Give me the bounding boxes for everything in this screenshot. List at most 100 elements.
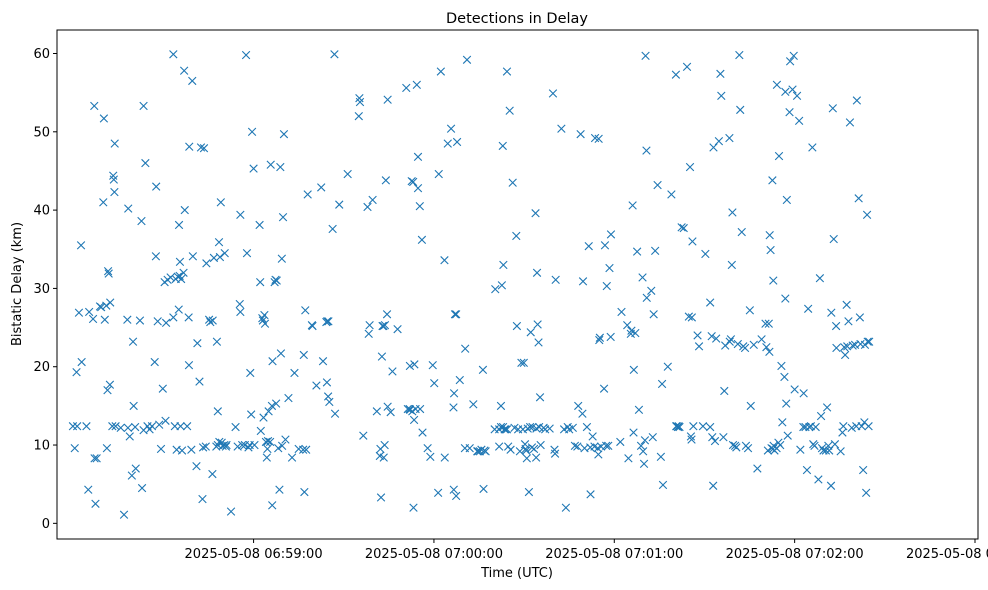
data-point <box>631 328 640 338</box>
data-point <box>263 436 273 446</box>
data-point <box>830 440 840 449</box>
data-point <box>728 208 737 217</box>
data-point <box>861 488 871 497</box>
data-points <box>68 50 874 519</box>
data-point <box>354 111 363 121</box>
data-point <box>130 422 140 432</box>
data-point <box>606 230 616 239</box>
data-point <box>606 332 615 342</box>
data-point <box>594 134 603 144</box>
data-point <box>70 443 79 453</box>
data-point <box>382 310 392 319</box>
data-point <box>123 423 133 432</box>
data-point <box>794 116 804 126</box>
data-point <box>478 365 488 375</box>
data-point <box>88 314 98 324</box>
data-point <box>380 440 389 450</box>
data-point <box>832 343 841 353</box>
data-point <box>380 321 390 330</box>
data-point <box>100 315 109 324</box>
data-point <box>365 321 374 330</box>
data-point <box>195 377 204 386</box>
data-point <box>177 446 187 455</box>
data-point <box>521 444 530 454</box>
data-point <box>811 422 820 432</box>
data-point <box>196 143 206 152</box>
data-point <box>216 198 226 207</box>
data-point <box>281 435 290 444</box>
data-point <box>732 443 741 452</box>
data-point <box>213 407 223 416</box>
data-point <box>679 223 688 233</box>
data-point <box>829 234 838 244</box>
x-tick-label: 2025-05-08 07:01:00 <box>545 547 683 562</box>
data-point <box>264 407 273 416</box>
data-point <box>450 310 460 319</box>
data-point <box>104 269 113 278</box>
data-point <box>188 76 197 86</box>
data-point <box>418 428 427 437</box>
data-point <box>653 180 662 190</box>
data-point <box>469 400 478 409</box>
data-point <box>573 442 582 451</box>
x-tick-label: 2025-05-08 06:59:00 <box>185 547 323 562</box>
data-point <box>449 403 458 412</box>
data-point <box>156 444 166 454</box>
data-point <box>244 443 253 452</box>
data-point <box>166 273 175 282</box>
data-point <box>412 80 421 90</box>
data-point <box>782 195 792 205</box>
data-point <box>99 114 109 123</box>
data-point <box>792 91 802 100</box>
data-point <box>324 317 333 326</box>
y-tick-label: 0 <box>42 517 50 532</box>
y-tick-label: 40 <box>33 204 50 219</box>
data-point <box>299 350 308 360</box>
data-point <box>605 263 614 273</box>
data-point <box>576 129 585 139</box>
data-point <box>103 386 112 395</box>
data-point <box>106 298 115 307</box>
data-point <box>105 380 115 389</box>
data-point <box>632 247 642 256</box>
data-point <box>272 276 281 285</box>
data-point <box>799 389 808 398</box>
data-point <box>852 96 862 105</box>
data-point <box>506 445 515 454</box>
data-point <box>108 422 117 431</box>
data-point <box>803 304 813 313</box>
data-point <box>298 445 308 454</box>
data-point <box>96 303 106 312</box>
data-point <box>595 335 604 345</box>
data-point <box>318 357 328 366</box>
data-point <box>330 409 340 418</box>
data-point <box>208 316 217 325</box>
data-point <box>268 501 277 510</box>
data-point <box>778 418 787 427</box>
data-point <box>84 307 94 317</box>
data-point <box>131 464 140 473</box>
data-point <box>561 503 571 512</box>
data-point <box>110 139 119 148</box>
data-point <box>726 335 736 344</box>
data-point <box>599 384 609 393</box>
data-point <box>774 151 784 161</box>
data-point <box>716 69 725 79</box>
data-point <box>757 335 766 344</box>
data-point <box>413 183 423 193</box>
data-point <box>490 425 499 434</box>
data-point <box>323 392 333 401</box>
data-point <box>512 321 522 331</box>
data-point <box>649 310 658 319</box>
data-point <box>532 268 542 277</box>
data-point <box>135 316 145 325</box>
data-point <box>150 357 159 367</box>
data-point <box>667 190 676 199</box>
data-point <box>505 106 514 115</box>
data-point <box>753 464 762 473</box>
data-point <box>235 299 244 309</box>
data-point <box>616 437 625 447</box>
data-point <box>776 440 785 450</box>
y-tick-label: 50 <box>33 125 50 140</box>
